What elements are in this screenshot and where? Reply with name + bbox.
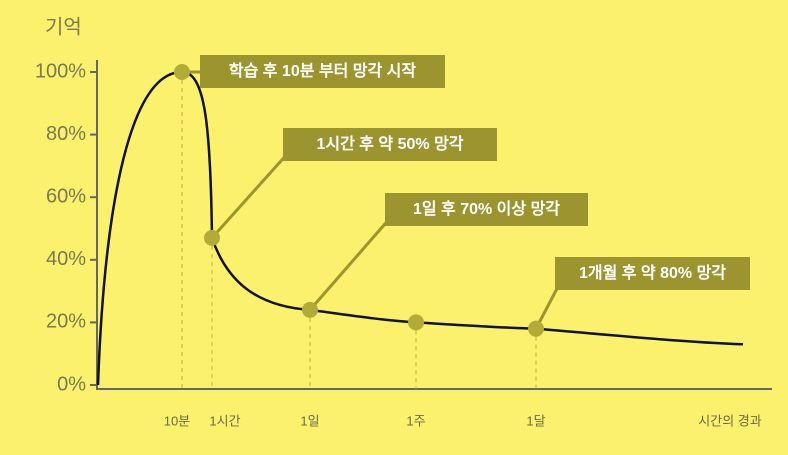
- y-tick-label: 20%: [46, 311, 86, 333]
- x-tick-label: 1일: [300, 413, 319, 428]
- y-tick-label: 40%: [46, 248, 86, 270]
- x-axis-label: 시간의 경과: [698, 413, 761, 428]
- y-tick-label: 60%: [46, 185, 86, 207]
- annotation-text: 학습 후 10분 부터 망각 시작: [229, 61, 417, 80]
- annotation-box: [555, 257, 750, 290]
- annotation-box: [200, 55, 445, 88]
- annotation-box: [385, 193, 588, 226]
- x-tick-label: 1주: [406, 413, 425, 428]
- annotation-connector: [210, 150, 291, 239]
- point: [302, 301, 318, 318]
- annotation-text: 1개월 후 약 80% 망각: [579, 263, 726, 282]
- annotation-text: 1일 후 70% 이상 망각: [413, 199, 560, 218]
- point: [528, 320, 544, 337]
- point: [204, 229, 220, 246]
- annotation-connector: [308, 216, 393, 311]
- point: [408, 314, 424, 331]
- y-tick-label: 100%: [35, 60, 86, 82]
- annotation-box: [283, 128, 497, 161]
- point: [174, 64, 190, 80]
- x-tick-label: 1시간: [209, 413, 240, 428]
- y-axis-label: 기억: [45, 15, 82, 38]
- y-tick-label: 80%: [46, 123, 86, 145]
- annotation-text: 1시간 후 약 50% 망각: [316, 134, 463, 153]
- y-tick-label: 0%: [57, 373, 86, 395]
- x-tick-label: 1달: [526, 413, 545, 428]
- x-tick-label: 10분: [164, 413, 190, 428]
